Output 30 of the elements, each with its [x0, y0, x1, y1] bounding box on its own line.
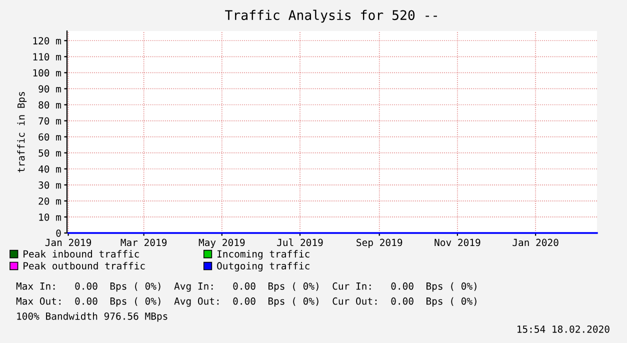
- legend-label: Peak outbound traffic: [24, 262, 145, 270]
- x-tick-label: Jan 2020: [512, 238, 558, 246]
- y-axis-title: traffic in Bps: [17, 92, 27, 172]
- x-tick-label: Sep 2019: [356, 238, 402, 248]
- text: 100% Bandwidth 976.56 MBps: [17, 312, 168, 322]
- x-tick-label: Mar 2019: [120, 238, 167, 246]
- y-tick-label: 20 m: [38, 197, 61, 205]
- y-tick-label: 50 m: [38, 149, 61, 157]
- y-tick-label: 100 m: [33, 69, 61, 77]
- legend-label: Peak inbound traffic: [24, 250, 139, 258]
- y-tick-label: 60 m: [38, 133, 61, 141]
- chart-title: Traffic Analysis for 520 --: [225, 10, 437, 23]
- y-tick-label: 80 m: [38, 101, 61, 109]
- y-tick-label: 0: [56, 230, 61, 237]
- y-tick-label: 30 m: [38, 181, 61, 189]
- x-tick-label: Nov 2019: [434, 238, 480, 246]
- y-tick-label: 70 m: [38, 117, 61, 125]
- y-tick-label: 40 m: [38, 165, 61, 173]
- x-tick-label: May 2019: [198, 238, 245, 248]
- text: Max Out: 0.00 Bps ( 0%) Avg Out: 0.00 Bps ( 0%) Cur Out: 0.00 Bps ( 0%): [16, 297, 476, 307]
- x-tick-label: Jul 2019: [277, 238, 323, 246]
- y-tick-label: 10 m: [39, 213, 61, 221]
- legend-label: Outgoing traffic: [217, 262, 310, 272]
- y-tick-label: 120 m: [33, 37, 61, 44]
- legend-label: Incoming traffic: [217, 250, 310, 260]
- y-tick-label: 110 m: [33, 53, 61, 61]
- x-tick-label: Jan 2019: [45, 238, 92, 246]
- text: 15:54 18.02.2020: [518, 325, 610, 333]
- y-tick-label: 90 m: [38, 85, 61, 93]
- text: Max In: 0.00 Bps ( 0%) Avg In: 0.00 Bps ( 0%) Cur In: 0.00 Bps ( 0%): [16, 282, 476, 292]
